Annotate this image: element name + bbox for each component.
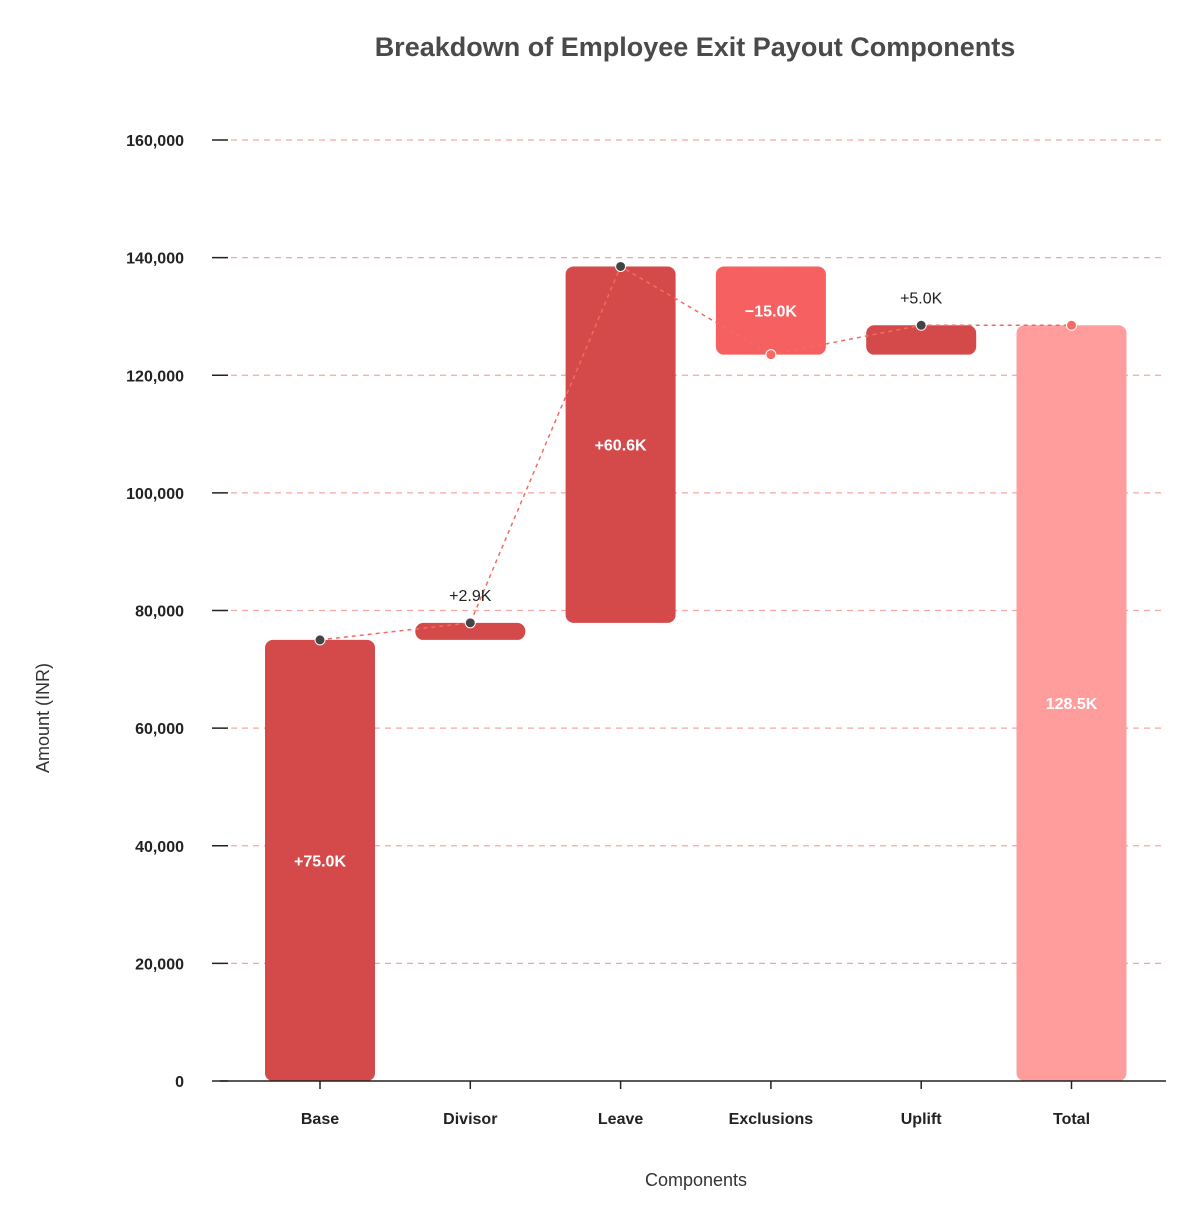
x-tick-label-exclusions: Exclusions	[729, 1111, 814, 1128]
bar-labels: +75.0K +2.9K +60.6K −15.0K +5.0K 128.5K	[294, 290, 1098, 870]
marker-exclusions	[765, 349, 777, 361]
bar-label-total: 128.5K	[1046, 696, 1098, 713]
grid-lines	[220, 139, 1166, 964]
bar-exclusions	[715, 266, 826, 355]
bar-label-exclusions: −15.0K	[745, 304, 797, 321]
bar-label-base: +75.0K	[294, 853, 346, 870]
bar-label-divisor: +2.9K	[449, 588, 492, 605]
y-tick-label: 100,000	[126, 486, 184, 503]
x-tick-label-base: Base	[301, 1111, 339, 1128]
x-tick-label-uplift: Uplift	[901, 1111, 943, 1128]
y-tick-label: 120,000	[126, 368, 184, 385]
connector-path	[319, 265, 1072, 641]
x-tick-label-divisor: Divisor	[443, 1111, 497, 1128]
marker-divisor	[464, 617, 476, 629]
bar-divisor	[415, 622, 526, 640]
x-axis: Base Divisor Leave Exclusions Uplift Total	[220, 1080, 1166, 1128]
bar-label-uplift: +5.0K	[900, 290, 943, 307]
x-tick-label-leave: Leave	[598, 1111, 643, 1128]
y-axis-title: Amount (INR)	[33, 663, 53, 773]
marker-base	[314, 634, 326, 646]
bar-leave	[565, 266, 676, 623]
bars	[265, 266, 1127, 1081]
bar-total	[1016, 325, 1127, 1081]
bar-label-leave: +60.6K	[595, 438, 647, 455]
x-axis-title: Components	[645, 1170, 747, 1190]
bar-uplift	[866, 325, 977, 355]
bar-base	[265, 639, 375, 1081]
y-tick-label: 160,000	[126, 133, 184, 150]
y-tick-label: 40,000	[135, 839, 184, 856]
connector-lines	[314, 260, 1077, 646]
chart-title: Breakdown of Employee Exit Payout Compon…	[375, 32, 1016, 62]
y-tick-label: 20,000	[135, 956, 184, 973]
y-tick-label: 0	[175, 1074, 184, 1091]
y-axis-ticks: 0 20,000 40,000 60,000 80,000 100,000 120,000 1…	[126, 133, 228, 1091]
marker-uplift	[915, 319, 927, 331]
x-tick-label-total: Total	[1053, 1111, 1090, 1128]
marker-total	[1066, 319, 1077, 331]
y-tick-label: 80,000	[135, 604, 184, 621]
y-tick-label: 140,000	[126, 251, 184, 268]
y-tick-label: 60,000	[135, 721, 184, 738]
marker-leave	[615, 260, 627, 272]
